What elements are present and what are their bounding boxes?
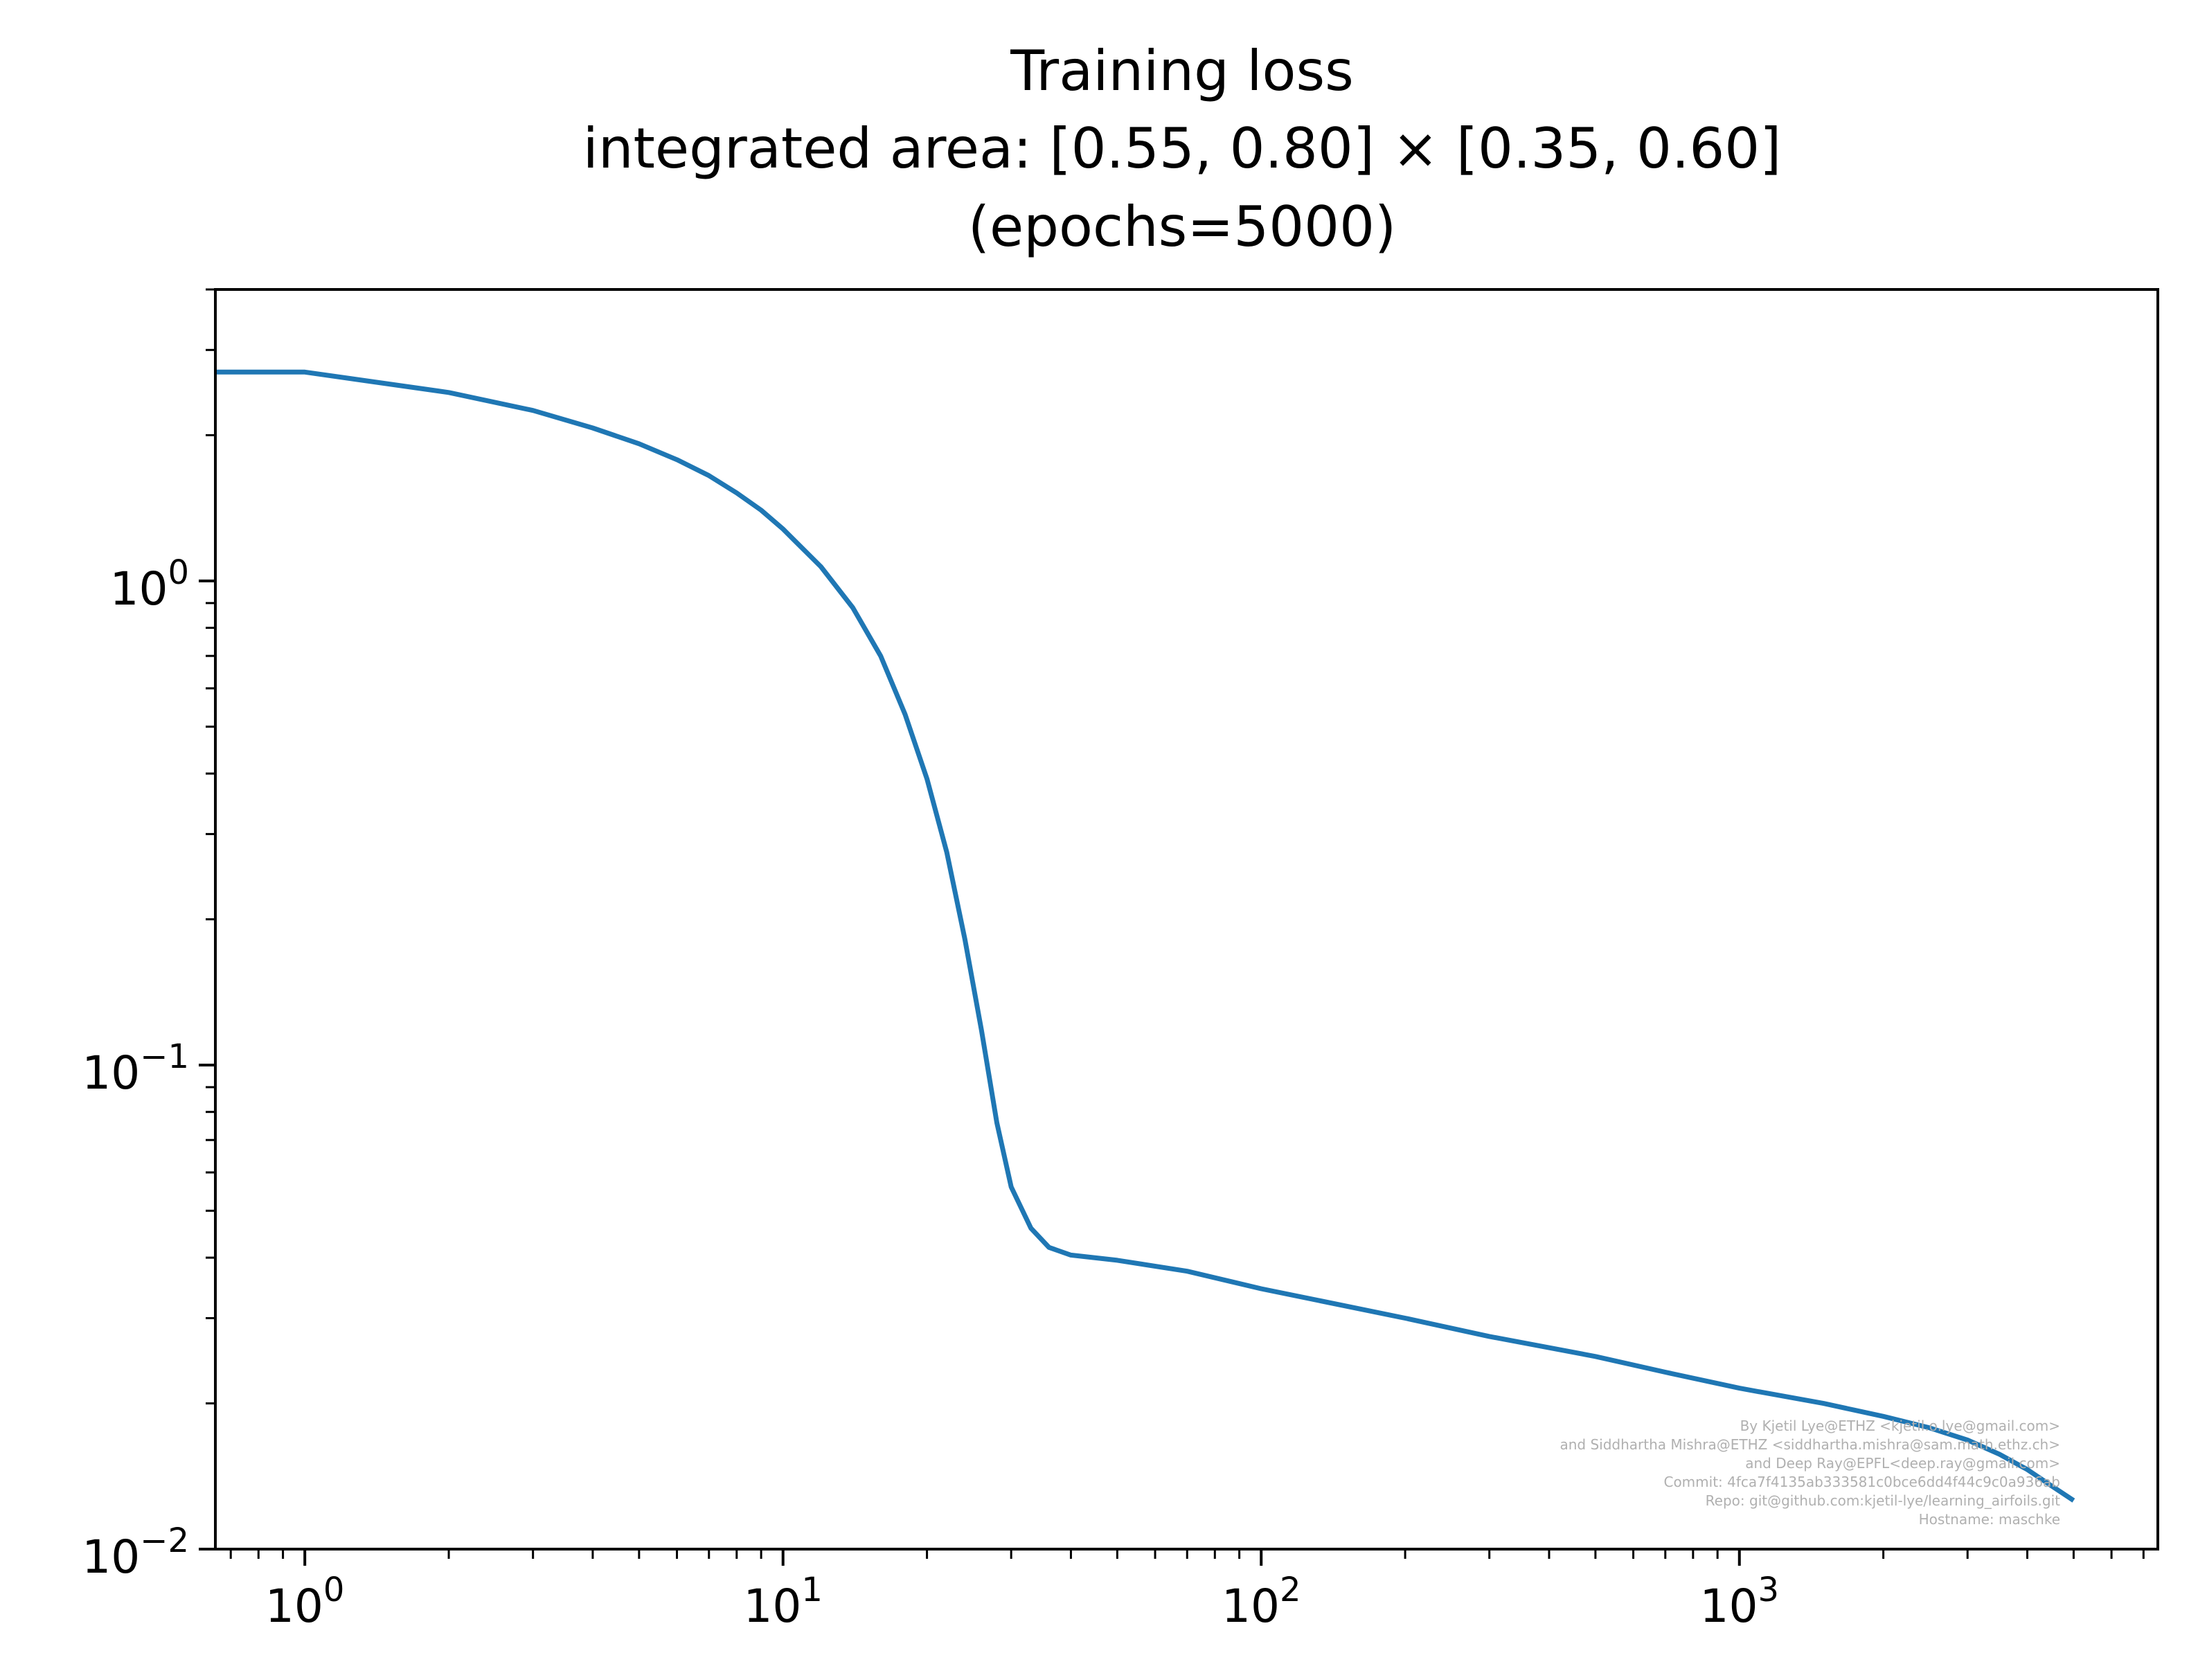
major-ticks (199, 579, 1741, 1566)
y-tick-label-base: 10 (82, 1046, 140, 1100)
x-tick-label-base: 10 (1699, 1580, 1758, 1633)
chart-title: Training loss integrated area: [0.55, 0.… (583, 39, 1782, 259)
y-tick-label-exponent: −2 (140, 1521, 189, 1560)
x-tick-label-exponent: 2 (1280, 1571, 1301, 1609)
x-tick-label: 103 (1699, 1571, 1779, 1633)
footer-line-6: Hostname: maschke (1919, 1511, 2060, 1528)
x-tick-label-exponent: 3 (1758, 1571, 1779, 1609)
series-line-training-loss (215, 369, 2075, 1503)
x-tick-label-base: 10 (265, 1580, 323, 1633)
x-tick-label-base: 10 (743, 1580, 801, 1633)
axes-frame (214, 288, 2159, 1551)
footer-credits: By Kjetil Lye@ETHZ <kjetil.o.lye@gmail.c… (1560, 1418, 2060, 1528)
x-tick-label: 102 (1222, 1571, 1301, 1633)
y-tick-label-exponent: −1 (140, 1037, 189, 1076)
y-tick-label-exponent: 0 (168, 553, 189, 592)
footer-line-4: Commit: 4fca7f4135ab333581c0bce6dd4f44c9… (1663, 1474, 2060, 1490)
y-tick-label-base: 10 (109, 562, 168, 616)
y-tick-label: 100 (109, 553, 189, 616)
footer-line-5: Repo: git@github.com:kjetil-lye/learning… (1706, 1492, 2060, 1509)
y-tick-label: 10−1 (82, 1037, 189, 1100)
title-line-2: integrated area: [0.55, 0.80] × [0.35, 0… (583, 116, 1782, 181)
x-tick-label: 101 (743, 1571, 823, 1633)
y-tick-label: 10−2 (82, 1521, 189, 1584)
x-tick-label-exponent: 0 (323, 1571, 345, 1609)
x-tick-label: 100 (265, 1571, 345, 1633)
y-tick-label-base: 10 (82, 1530, 140, 1584)
title-line-1: Training loss (1010, 39, 1354, 103)
footer-line-1: By Kjetil Lye@ETHZ <kjetil.o.lye@gmail.c… (1740, 1418, 2060, 1434)
plot-area (215, 369, 2075, 1503)
x-tick-label-exponent: 1 (801, 1571, 823, 1609)
footer-line-2: and Siddhartha Mishra@ETHZ <siddhartha.m… (1560, 1436, 2060, 1453)
title-line-3: (epochs=5000) (968, 195, 1396, 259)
minor-ticks (206, 288, 2145, 1559)
footer-line-3: and Deep Ray@EPFL<deep.ray@gmail.com> (1745, 1455, 2060, 1472)
x-tick-label-base: 10 (1222, 1580, 1280, 1633)
